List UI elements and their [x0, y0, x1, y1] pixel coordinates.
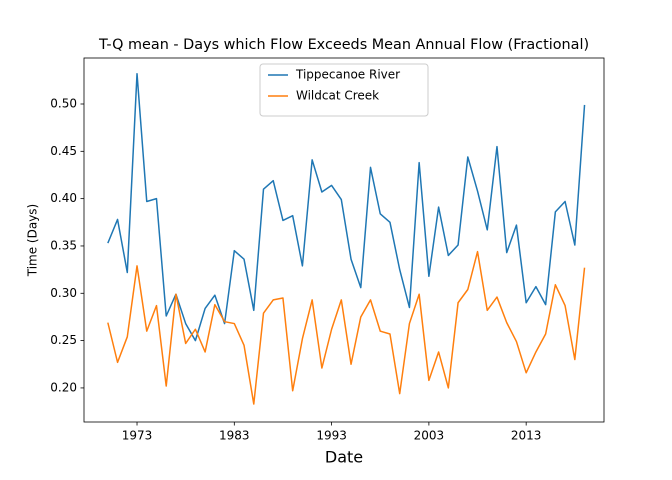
x-axis-label: Date: [325, 448, 363, 467]
legend-box: [259, 63, 429, 117]
y-tick-label: 0.50: [50, 96, 77, 110]
x-tick-label: 1973: [122, 429, 153, 443]
y-tick-label: 0.35: [50, 238, 77, 252]
y-axis-label: Time (Days): [26, 204, 40, 278]
legend-label: Wildcat Creek: [296, 89, 379, 103]
legend-label: Tippecanoe River: [295, 68, 400, 82]
y-tick-label: 0.45: [50, 144, 77, 158]
line-series: [107, 250, 586, 405]
line-series: [107, 72, 586, 342]
y-tick-label: 0.30: [50, 286, 77, 300]
x-tick-label: 1993: [316, 429, 347, 443]
x-tick-label: 2003: [414, 429, 445, 443]
plot-frame: [83, 57, 605, 423]
y-tick-label: 0.40: [50, 191, 77, 205]
x-tick-label: 1983: [219, 429, 250, 443]
y-tick-label: 0.25: [50, 333, 77, 347]
y-tick-label: 0.20: [50, 380, 77, 394]
x-tick-label: 2013: [511, 429, 542, 443]
legend: Tippecanoe River Wildcat Creek: [259, 63, 429, 117]
chart-title: T-Q mean - Days which Flow Exceeds Mean …: [98, 37, 589, 53]
